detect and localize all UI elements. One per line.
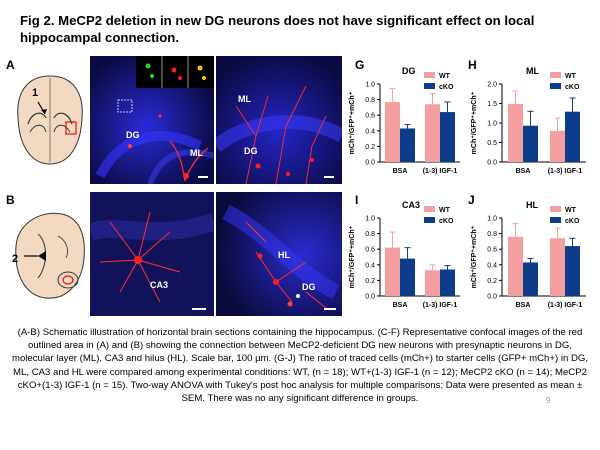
chart-g-ylabel: mCh⁺/GFP⁺+mCh⁺: [349, 91, 356, 154]
chart-i-legend-swatch: [424, 217, 435, 223]
chart-i-legend-label: cKO: [439, 218, 454, 225]
micrograph-c-ml-label: ML: [190, 148, 203, 158]
chart-h-category-label: BSA: [516, 168, 531, 175]
chart-j-legend-swatch: [550, 206, 561, 212]
chart-j-bar: [550, 238, 565, 296]
chart-j-ytick-label: 0.2: [487, 278, 497, 285]
chart-h-legend-swatch: [550, 72, 561, 78]
chart-j-category-label: BSA: [516, 302, 531, 309]
schematic-a-number: 1: [32, 87, 38, 99]
chart-j-ytick-label: 0.4: [487, 262, 497, 269]
chart-g-title: DG: [402, 66, 416, 76]
chart-h-bar: [550, 130, 565, 162]
chart-i-ytick-label: 0.8: [365, 231, 375, 238]
brain-schematic-b: 2: [12, 212, 85, 299]
brain-schematic-a: 1: [17, 75, 83, 165]
chart-h-legend-swatch: [550, 83, 561, 89]
chart-j-bar: [565, 246, 580, 296]
chart-i-ytick-label: 0.0: [365, 294, 375, 301]
micrograph-e: CA3: [90, 192, 214, 316]
chart-g-legend-label: WT: [439, 73, 451, 80]
chart-h-ytick-label: 2.0: [487, 82, 497, 89]
chart-h-ytick-label: 0.0: [487, 160, 497, 167]
chart-i-bar: [425, 270, 440, 296]
micrograph-f-dg-label: DG: [302, 282, 316, 292]
chart-g-bar: [425, 104, 440, 162]
chart-g-category-label: (1-3) IGF-1: [423, 168, 458, 175]
figure-title: Fig 2. MeCP2 deletion in new DG neurons …: [20, 13, 535, 45]
chart-j-category-label: (1-3) IGF-1: [548, 302, 583, 309]
chart-h-bar: [565, 111, 580, 162]
chart-j-bar: [523, 262, 538, 296]
chart-g-category-label: BSA: [393, 168, 408, 175]
micrograph-c-dg-label: DG: [126, 130, 140, 140]
chart-j-legend-label: cKO: [565, 218, 580, 225]
chart-j: HL mCh⁺/GFP⁺+mCh⁺ 0.0 0.2 0.4 0.6 0.8 1.0 BSA (1-…: [471, 200, 586, 309]
chart-j-legend-label: WT: [565, 207, 577, 214]
panel-label-i: I: [355, 193, 359, 207]
micrograph-e-ca3-label: CA3: [150, 280, 169, 290]
figure-caption: (A-B) Schematic illustration of horizont…: [11, 327, 589, 405]
chart-g-legend-label: cKO: [439, 84, 454, 91]
chart-g-ytick-label: 0.6: [365, 113, 375, 120]
panel-label-b: B: [6, 193, 15, 207]
micrograph-f: HL DG: [216, 192, 342, 316]
panel-label-a: A: [6, 58, 15, 72]
chart-j-ytick-label: 0.0: [487, 294, 497, 301]
chart-i-bar: [440, 269, 455, 296]
chart-i-bar: [400, 258, 415, 296]
chart-g-ytick-label: 0.8: [365, 97, 375, 104]
chart-h-legend-label: cKO: [565, 84, 580, 91]
panel-label-j: J: [468, 193, 475, 207]
chart-j-bar: [508, 236, 523, 296]
panel-label-g: G: [355, 58, 365, 72]
chart-h: ML mCh⁺/GFP⁺+mCh⁺ 0.0 0.5 1.0 1.5 2.0 BSA (1-3) …: [471, 66, 586, 175]
chart-h-ytick-label: 1.0: [487, 121, 497, 128]
chart-j-ylabel: mCh⁺/GFP⁺+mCh⁺: [471, 225, 478, 288]
chart-h-bar: [523, 125, 538, 162]
micrograph-d-dg-label: DG: [244, 146, 258, 156]
chart-j-ytick-label: 0.8: [487, 231, 497, 238]
chart-i-title: CA3: [402, 200, 420, 210]
chart-g-bar: [440, 112, 455, 162]
micrograph-f-hl-label: HL: [278, 250, 290, 260]
chart-g: DG mCh⁺/GFP⁺+mCh⁺ 0.0 0.2 0.4 0.6 0.8 1.0 BSA (1-…: [349, 66, 460, 175]
chart-j-title: HL: [526, 200, 538, 210]
chart-h-legend-label: WT: [565, 73, 577, 80]
panel-label-h: H: [468, 58, 477, 72]
chart-g-ytick-label: 0.4: [365, 128, 375, 135]
chart-i-bar: [385, 247, 400, 296]
chart-i-category-label: (1-3) IGF-1: [423, 302, 458, 309]
chart-g-bar: [385, 101, 400, 162]
chart-h-bar: [508, 103, 523, 162]
micrograph-d-ml-label: ML: [238, 94, 251, 104]
chart-h-title: ML: [526, 66, 539, 76]
chart-h-category-label: (1-3) IGF-1: [548, 168, 583, 175]
page-number: 9: [546, 396, 551, 405]
chart-h-ytick-label: 0.5: [487, 140, 497, 147]
chart-i-ytick-label: 0.4: [365, 262, 375, 269]
chart-g-ytick-label: 1.0: [365, 82, 375, 89]
chart-i-ytick-label: 1.0: [365, 216, 375, 223]
micrograph-c: DG ML: [90, 56, 214, 184]
chart-i-legend-swatch: [424, 206, 435, 212]
chart-j-legend-swatch: [550, 217, 561, 223]
chart-i-legend-label: WT: [439, 207, 451, 214]
chart-g-legend-swatch: [424, 72, 435, 78]
chart-g-bar: [400, 128, 415, 162]
chart-j-ytick-label: 1.0: [487, 216, 497, 223]
schematic-b-number: 2: [12, 253, 18, 265]
chart-i-ylabel: mCh⁺/GFP⁺+mCh⁺: [349, 225, 356, 288]
chart-g-legend-swatch: [424, 83, 435, 89]
chart-g-ytick-label: 0.2: [365, 144, 375, 151]
chart-j-ytick-label: 0.6: [487, 247, 497, 254]
chart-i-ytick-label: 0.2: [365, 278, 375, 285]
micrograph-d: ML DG: [216, 56, 342, 184]
chart-g-ytick-label: 0.0: [365, 160, 375, 167]
chart-h-ytick-label: 1.5: [487, 101, 497, 108]
chart-i-ytick-label: 0.6: [365, 247, 375, 254]
chart-h-ylabel: mCh⁺/GFP⁺+mCh⁺: [471, 91, 478, 154]
chart-i: CA3 mCh⁺/GFP⁺+mCh⁺ 0.0 0.2 0.4 0.6 0.8 1.0 BSA (1…: [349, 200, 460, 309]
chart-i-category-label: BSA: [393, 302, 408, 309]
